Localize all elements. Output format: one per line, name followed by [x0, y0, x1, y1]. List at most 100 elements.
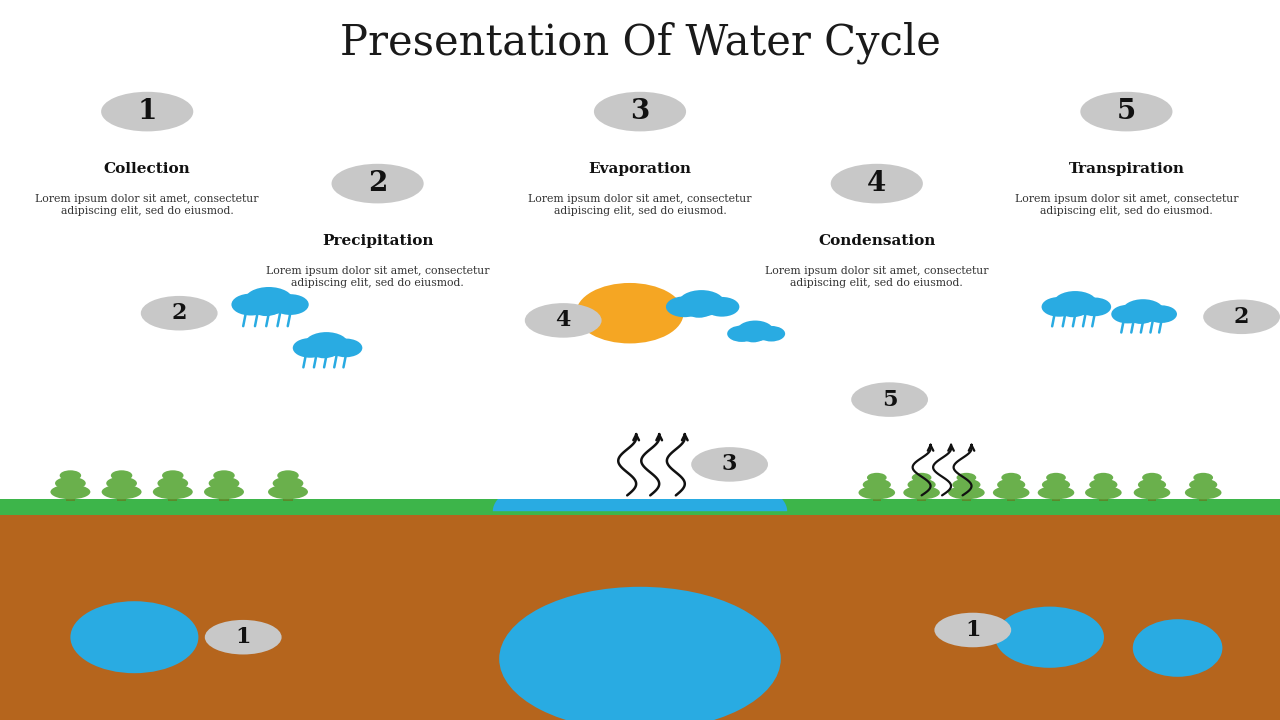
- Text: 5: 5: [882, 389, 897, 410]
- Ellipse shape: [904, 486, 940, 500]
- Bar: [0, 499, 1280, 515]
- Ellipse shape: [1138, 479, 1166, 490]
- Ellipse shape: [948, 486, 984, 500]
- Text: 2: 2: [367, 170, 388, 197]
- Circle shape: [1059, 302, 1087, 318]
- Circle shape: [1078, 297, 1111, 316]
- Bar: [461, 456, 819, 499]
- Circle shape: [1053, 291, 1097, 316]
- Circle shape: [685, 302, 714, 318]
- Ellipse shape: [691, 447, 768, 482]
- Bar: [65, 492, 76, 500]
- Ellipse shape: [1001, 473, 1021, 482]
- Ellipse shape: [214, 470, 234, 481]
- Bar: [283, 492, 293, 500]
- Ellipse shape: [60, 470, 81, 481]
- Ellipse shape: [956, 473, 977, 482]
- Text: 1: 1: [965, 619, 980, 641]
- Bar: [0, 505, 1280, 720]
- Ellipse shape: [55, 477, 86, 490]
- Ellipse shape: [867, 473, 887, 482]
- Circle shape: [1111, 305, 1144, 323]
- Circle shape: [271, 294, 308, 315]
- Ellipse shape: [204, 485, 244, 499]
- Text: 1: 1: [236, 626, 251, 648]
- Text: 4: 4: [867, 170, 887, 197]
- Text: Lorem ipsum dolor sit amet, consectetur
adipiscing elit, sed do eiusmod.: Lorem ipsum dolor sit amet, consectetur …: [36, 194, 259, 216]
- Circle shape: [727, 325, 756, 342]
- Circle shape: [576, 283, 684, 343]
- Ellipse shape: [273, 477, 303, 490]
- Bar: [116, 492, 127, 500]
- Ellipse shape: [1142, 473, 1162, 482]
- Ellipse shape: [111, 470, 132, 481]
- Ellipse shape: [101, 485, 142, 499]
- Text: Presentation Of Water Cycle: Presentation Of Water Cycle: [339, 22, 941, 64]
- Circle shape: [329, 338, 362, 357]
- Ellipse shape: [1133, 619, 1222, 677]
- Text: 2: 2: [172, 302, 187, 324]
- Ellipse shape: [157, 477, 188, 490]
- Ellipse shape: [205, 620, 282, 654]
- Bar: [1148, 493, 1156, 500]
- Text: 1: 1: [137, 98, 157, 125]
- Text: Evaporation: Evaporation: [589, 162, 691, 176]
- Ellipse shape: [163, 470, 183, 481]
- Ellipse shape: [1042, 479, 1070, 490]
- Text: 2: 2: [1234, 306, 1249, 328]
- Ellipse shape: [1093, 473, 1114, 482]
- Text: 3: 3: [722, 454, 737, 475]
- Circle shape: [737, 320, 773, 341]
- Circle shape: [305, 332, 348, 357]
- Ellipse shape: [993, 486, 1029, 500]
- Circle shape: [232, 294, 270, 315]
- Circle shape: [293, 338, 328, 358]
- Ellipse shape: [934, 613, 1011, 647]
- Ellipse shape: [1046, 473, 1066, 482]
- Text: Precipitation: Precipitation: [321, 234, 434, 248]
- Ellipse shape: [106, 477, 137, 490]
- Ellipse shape: [1080, 92, 1172, 132]
- Ellipse shape: [859, 486, 895, 500]
- Ellipse shape: [831, 164, 923, 204]
- Bar: [168, 492, 178, 500]
- Ellipse shape: [908, 479, 936, 490]
- Bar: [219, 492, 229, 500]
- Circle shape: [251, 299, 282, 316]
- Text: 5: 5: [1116, 98, 1137, 125]
- Circle shape: [742, 329, 765, 343]
- Circle shape: [244, 287, 293, 315]
- Ellipse shape: [50, 485, 91, 499]
- Text: Lorem ipsum dolor sit amet, consectetur
adipiscing elit, sed do eiusmod.: Lorem ipsum dolor sit amet, consectetur …: [529, 194, 751, 216]
- Circle shape: [310, 343, 338, 359]
- Ellipse shape: [952, 479, 980, 490]
- Ellipse shape: [1089, 479, 1117, 490]
- Ellipse shape: [1193, 473, 1213, 482]
- Ellipse shape: [1185, 486, 1221, 500]
- Circle shape: [758, 326, 785, 341]
- Circle shape: [704, 297, 740, 317]
- Circle shape: [1128, 310, 1155, 324]
- Ellipse shape: [1189, 479, 1217, 490]
- Bar: [1100, 493, 1107, 500]
- Text: Lorem ipsum dolor sit amet, consectetur
adipiscing elit, sed do eiusmod.: Lorem ipsum dolor sit amet, consectetur …: [266, 266, 489, 288]
- Bar: [918, 493, 925, 500]
- Ellipse shape: [278, 470, 298, 481]
- Circle shape: [1146, 305, 1178, 323]
- Circle shape: [678, 290, 724, 316]
- Ellipse shape: [152, 485, 193, 499]
- Polygon shape: [493, 464, 787, 511]
- Ellipse shape: [332, 164, 424, 204]
- Ellipse shape: [911, 473, 932, 482]
- Ellipse shape: [1038, 486, 1074, 500]
- Ellipse shape: [1203, 300, 1280, 334]
- Bar: [1007, 493, 1015, 500]
- Ellipse shape: [70, 601, 198, 673]
- Ellipse shape: [209, 477, 239, 490]
- Ellipse shape: [1085, 486, 1121, 500]
- Ellipse shape: [863, 479, 891, 490]
- Text: 4: 4: [556, 310, 571, 331]
- Text: Collection: Collection: [104, 162, 191, 176]
- Ellipse shape: [1134, 486, 1170, 500]
- Bar: [1052, 493, 1060, 500]
